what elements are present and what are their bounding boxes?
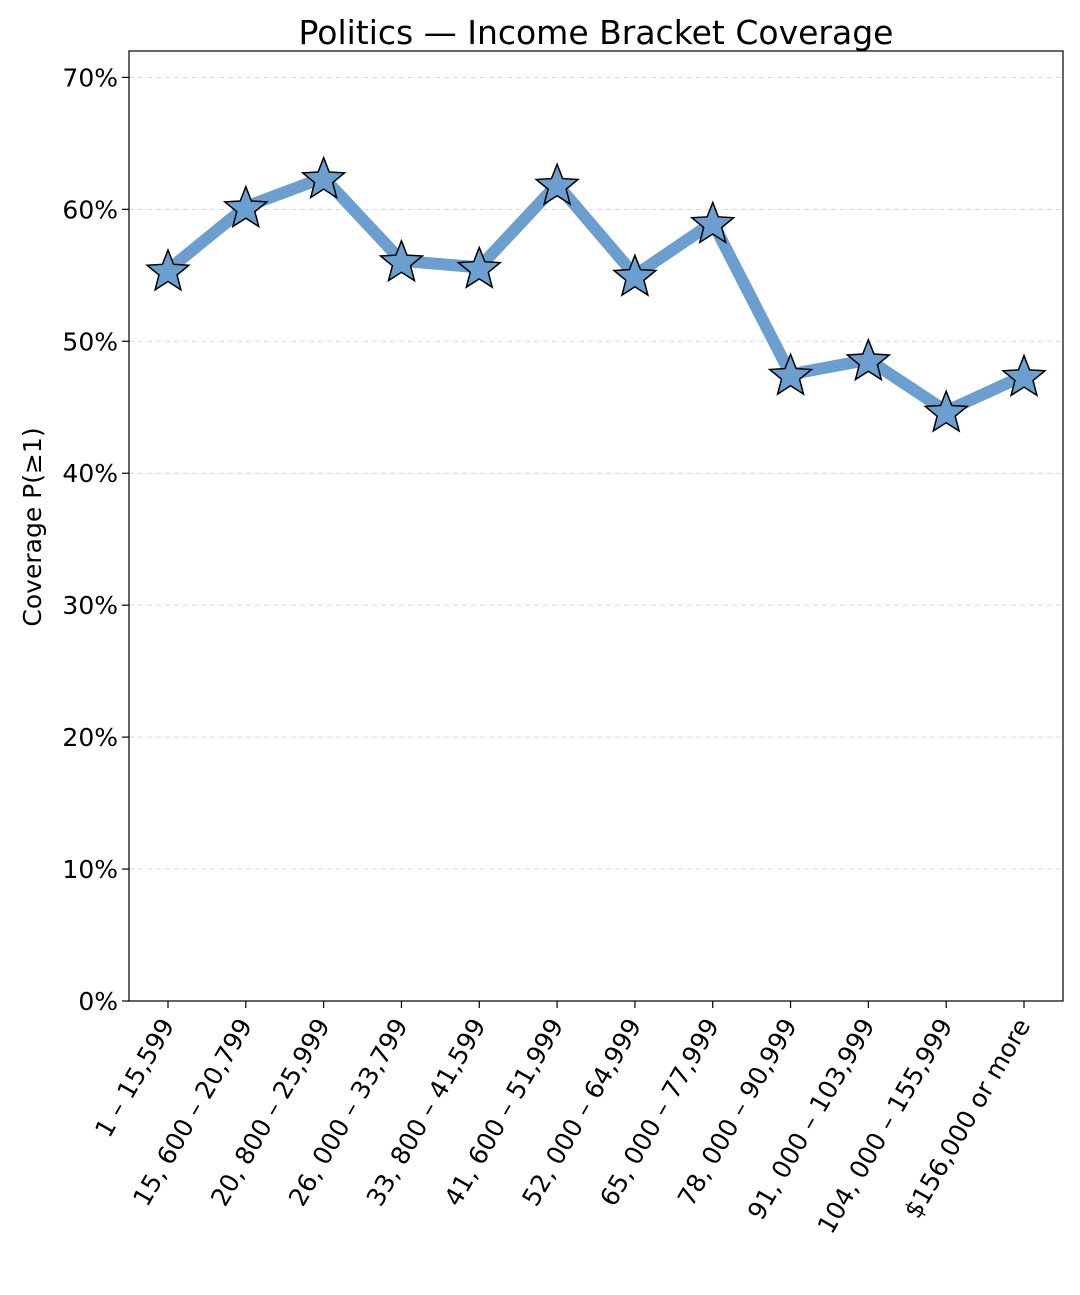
data-point-star	[378, 238, 425, 283]
y-tick-label: 30%	[62, 591, 118, 620]
series-markers	[145, 155, 1047, 433]
y-tick-label: 70%	[62, 63, 118, 92]
x-tick-label: 104, 000 – 155,999	[812, 1014, 959, 1239]
data-point-star	[845, 337, 892, 382]
y-axis-title: Coverage P(≥1)	[18, 427, 47, 626]
data-point-star	[534, 162, 580, 206]
y-tick-label: 50%	[62, 327, 118, 356]
y-tick-label: 20%	[62, 723, 118, 752]
series-line-group	[162, 171, 1030, 418]
data-point-star	[456, 245, 503, 289]
y-tick-label: 0%	[78, 987, 118, 1016]
data-point-star	[612, 253, 658, 297]
data-point-star	[145, 247, 191, 292]
y-tick-label: 60%	[62, 195, 118, 224]
data-point-star	[222, 184, 269, 229]
data-point-star	[923, 389, 970, 433]
y-tick-label: 40%	[62, 459, 118, 488]
series-line	[162, 171, 1030, 418]
plot-area-frame	[128, 50, 1064, 1002]
chart-title: Politics — Income Bracket Coverage	[299, 13, 894, 52]
data-point-star	[1001, 353, 1047, 398]
y-tick-label: 10%	[62, 855, 118, 884]
x-tick-label: 1 – 15,599	[89, 1014, 180, 1143]
data-point-star	[689, 200, 736, 245]
data-point-star	[767, 352, 814, 396]
y-axis-ticks: 0% 10% 20% 30% 40% 50% 60% 70%	[62, 63, 129, 1016]
data-point-star	[300, 155, 347, 200]
grid-lines	[129, 76, 1063, 1002]
